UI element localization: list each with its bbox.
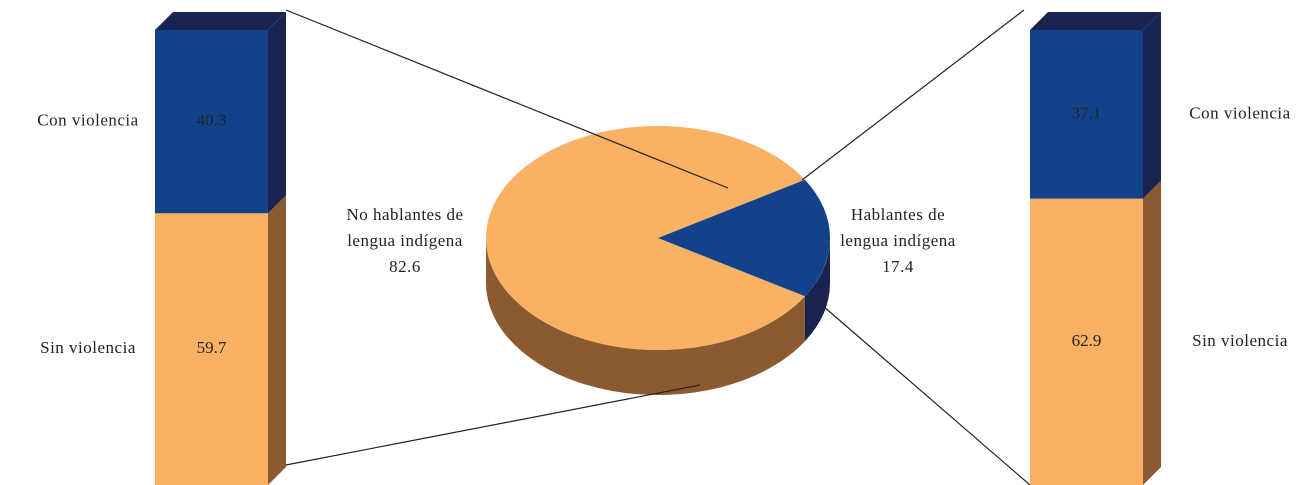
pie-slice (485, 125, 805, 350)
connectors (285, 9, 1031, 485)
bar-segment-side (268, 195, 286, 485)
connector-line (285, 384, 701, 466)
legend-label: Sin violencia (40, 338, 136, 357)
connector-line (801, 9, 1025, 181)
pie-label: No hablantes de lengua indígena 82.6 (340, 202, 470, 280)
pie-value-label: 17.4 (882, 257, 914, 276)
pie-label: Hablantes de lengua indígena 17.4 (833, 202, 963, 280)
legend-label: Sin violencia (1192, 331, 1288, 350)
data-label: 37.1 (1072, 103, 1102, 122)
bar-top (155, 12, 286, 30)
data-label: 40.3 (197, 111, 227, 130)
bar-segment (1030, 30, 1143, 199)
bar-segment (155, 213, 268, 485)
pie-sides (486, 238, 830, 395)
bar-segment-side (1143, 180, 1161, 485)
connector-line (807, 292, 1031, 485)
pie-category-label: No hablantes de lengua indígena (346, 205, 464, 250)
pie-slice-side (486, 238, 805, 395)
pie-value-label: 82.6 (389, 257, 421, 276)
bar-top (1030, 12, 1161, 30)
legend-label: Con violencia (1189, 103, 1290, 122)
bar-segment (155, 30, 268, 214)
pie-category-label: Hablantes de lengua indígena (840, 205, 956, 250)
pie-slice (658, 179, 831, 297)
pie-slice-side (804, 238, 830, 342)
bar-segment-side (1143, 12, 1161, 199)
bar-segment-side (268, 12, 286, 214)
legend-label: Con violencia (37, 111, 138, 130)
connector-line (285, 9, 729, 189)
data-label: 62.9 (1072, 331, 1102, 350)
data-label: 59.7 (197, 338, 227, 357)
bar-segment (1030, 198, 1143, 485)
